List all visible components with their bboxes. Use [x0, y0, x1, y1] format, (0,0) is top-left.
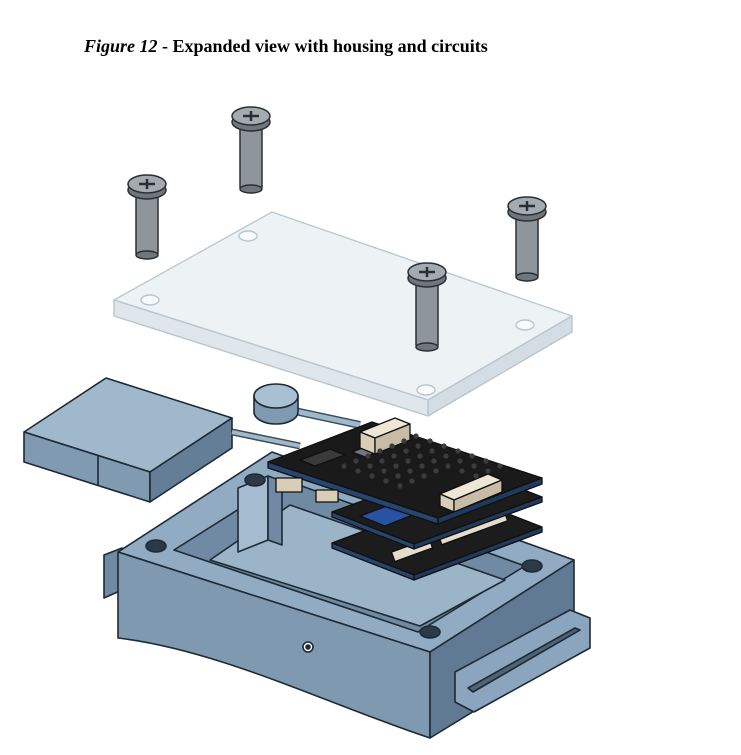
screw-3 [507, 196, 547, 282]
figure-caption: Figure 12 - Expanded view with housing a… [84, 36, 488, 57]
housing-enclosure [103, 451, 591, 739]
pcb-board-top [267, 417, 543, 525]
caption-separator: - [157, 36, 173, 56]
screw-2 [127, 174, 167, 260]
battery-pack [23, 377, 301, 503]
round-sensor [253, 383, 361, 429]
transparent-lid [113, 211, 573, 417]
screw-4 [407, 262, 447, 352]
screw-1 [231, 106, 271, 194]
figure-label: Figure 12 [84, 36, 158, 56]
pcb-stack [267, 417, 543, 581]
pcb-hole-grid [341, 433, 503, 489]
exploded-assembly-figure [0, 80, 741, 755]
caption-text: Expanded view with housing and circuits [172, 36, 488, 56]
